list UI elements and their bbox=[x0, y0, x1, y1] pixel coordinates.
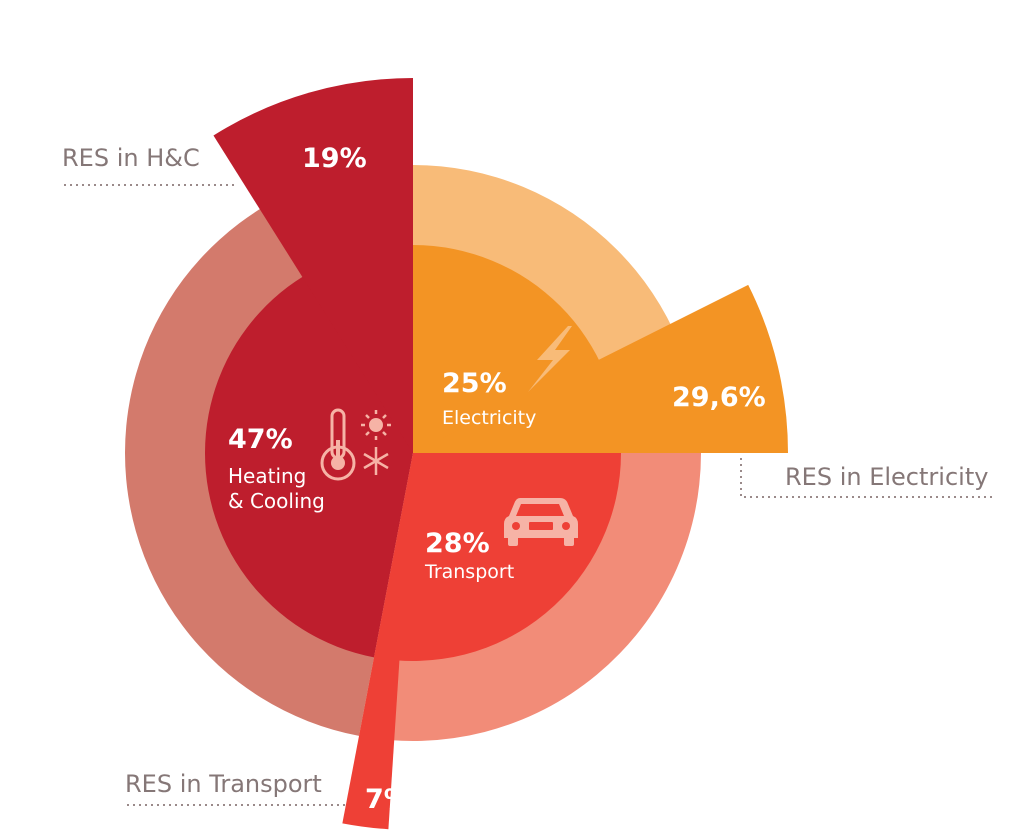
callout-res-transport: RES in Transport bbox=[125, 770, 322, 798]
transport-label: Transport bbox=[424, 561, 514, 583]
lightning-bolt-icon bbox=[528, 326, 572, 392]
callout-leader-electricity bbox=[740, 458, 992, 498]
callout-res-electricity: RES in Electricity bbox=[785, 463, 988, 491]
res-hc-value: 19% bbox=[302, 143, 367, 174]
thermometer-sun-snowflake-icon bbox=[320, 408, 391, 481]
callout-res-hc: RES in H&C bbox=[62, 144, 200, 172]
car-icon bbox=[504, 498, 578, 546]
ring-segment-heating-cooling bbox=[125, 165, 414, 736]
res-transport-value: 7% bbox=[365, 784, 411, 815]
electricity-label: Electricity bbox=[442, 407, 536, 429]
res-wedge-heating-cooling bbox=[213, 78, 413, 453]
heating-cooling-label-line2: & Cooling bbox=[228, 489, 325, 513]
ring-segment-transport bbox=[359, 453, 701, 741]
transport-value: 28% bbox=[425, 528, 490, 559]
res-wedge-electricity bbox=[413, 284, 788, 453]
res-wedge-transport bbox=[342, 453, 413, 830]
heating-cooling-value: 47% bbox=[228, 424, 293, 455]
electricity-value: 25% bbox=[442, 368, 507, 399]
heating-cooling-label-line1: Heating bbox=[228, 464, 306, 488]
res-electricity-value: 29,6% bbox=[672, 382, 766, 413]
